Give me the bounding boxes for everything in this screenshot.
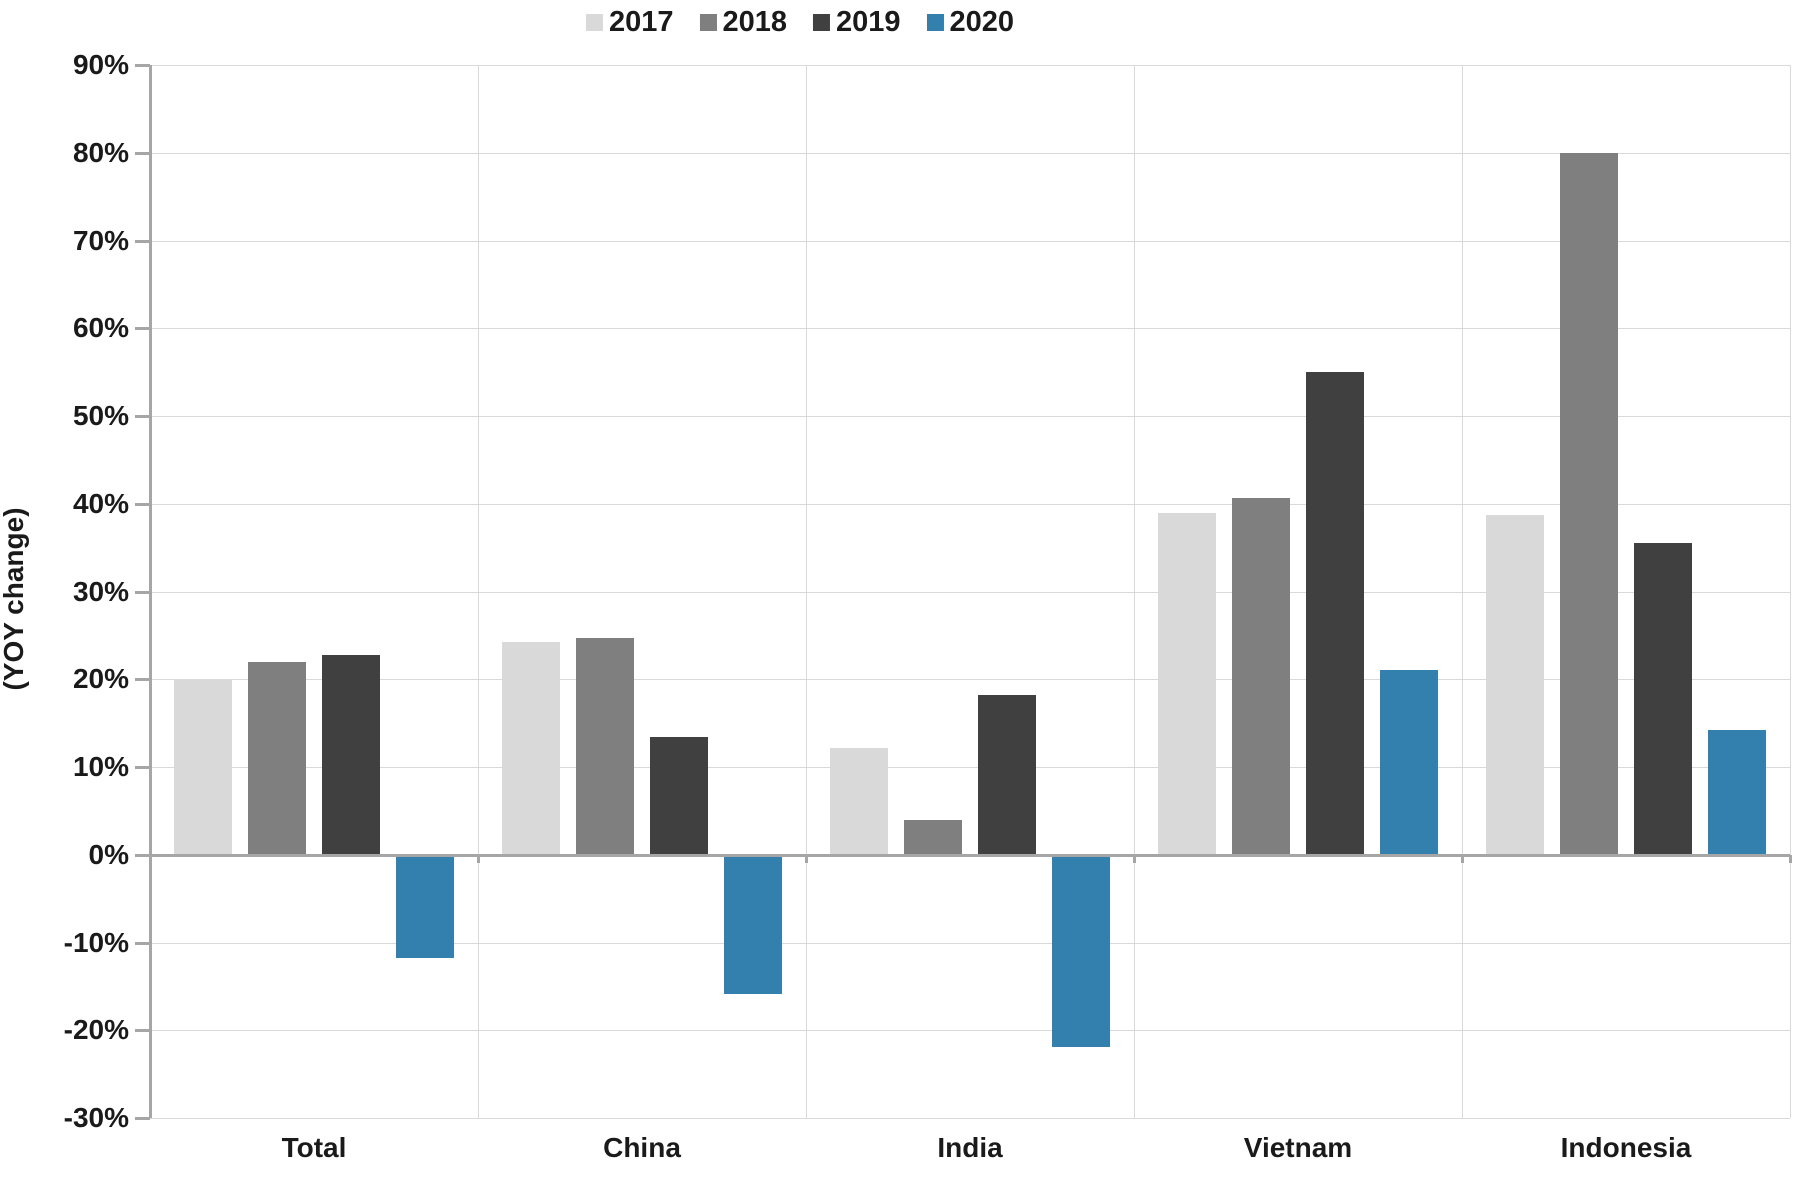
gridline-h — [150, 679, 1790, 681]
gridline-v — [1134, 65, 1135, 1118]
y-tick-label: 20% — [72, 663, 129, 695]
category-axis-tick — [1789, 854, 1792, 863]
bar-2020-total — [396, 855, 454, 959]
bar-2019-vietnam — [1306, 372, 1364, 855]
category-axis-tick — [805, 854, 808, 863]
y-tick-label: 80% — [72, 136, 129, 168]
y-tick-label: -10% — [63, 926, 129, 958]
legend-swatch-2020 — [926, 13, 944, 31]
chart-legend: 2017 2018 2019 2020 — [585, 5, 1015, 39]
category-axis-tick — [1461, 854, 1464, 863]
y-tick-label: -30% — [63, 1102, 129, 1133]
bar-2017-china — [502, 641, 560, 855]
y-tick-label: 10% — [72, 751, 129, 782]
y-axis-tick — [135, 502, 150, 506]
x-category-label: Vietnam — [1243, 1132, 1353, 1163]
gridline-h — [150, 1030, 1790, 1032]
gridline-h — [150, 591, 1790, 593]
bar-2018-china — [576, 638, 634, 855]
y-axis-line — [149, 65, 152, 1118]
y-axis-tick — [135, 239, 150, 243]
gridline-v — [478, 65, 479, 1118]
y-axis-tick — [135, 415, 150, 418]
bar-2019-china — [650, 737, 708, 855]
category-axis-tick — [477, 854, 480, 863]
y-tick-label: 60% — [72, 312, 129, 344]
legend-label: 2020 — [949, 6, 1015, 38]
bar-2019-total — [322, 654, 380, 855]
gridline-h — [150, 328, 1790, 330]
legend-item-2019: 2019 — [813, 5, 901, 39]
legend-swatch-2017 — [585, 13, 603, 31]
bar-2017-total — [174, 679, 232, 855]
bar-2018-india — [904, 819, 962, 855]
bar-2020-india — [1052, 855, 1110, 1048]
y-axis-tick — [135, 1029, 150, 1033]
gridline-h — [150, 942, 1790, 944]
y-axis-tick — [135, 678, 150, 682]
bar-2018-vietnam — [1232, 497, 1290, 855]
gridline-h — [150, 416, 1790, 417]
y-axis-tick — [135, 327, 150, 331]
x-category-label: India — [937, 1132, 1003, 1163]
bar-2020-indonesia — [1708, 730, 1766, 855]
x-category-label: Indonesia — [1560, 1132, 1692, 1163]
bar-2019-indonesia — [1634, 543, 1692, 855]
bar-2020-vietnam — [1380, 670, 1438, 855]
y-axis-tick — [135, 1117, 150, 1120]
legend-item-2017: 2017 — [585, 5, 674, 39]
gridline-h — [150, 65, 1790, 66]
bar-2020-china — [724, 855, 782, 995]
y-tick-label: -20% — [63, 1014, 129, 1046]
gridline-h — [150, 152, 1790, 154]
bar-2018-indonesia — [1560, 152, 1618, 855]
y-tick-label: 50% — [72, 400, 129, 431]
y-tick-label: 90% — [72, 49, 129, 80]
gridline-v — [806, 65, 807, 1118]
gridline-h — [150, 767, 1790, 768]
bar-2018-total — [248, 661, 306, 855]
legend-label: 2017 — [608, 6, 674, 38]
gridline-v — [1790, 65, 1791, 1118]
bar-2019-india — [978, 695, 1036, 855]
legend-item-2018: 2018 — [699, 5, 787, 39]
y-axis-tick — [135, 941, 150, 945]
gridline-v — [1462, 65, 1463, 1118]
y-axis-tick — [135, 590, 150, 594]
bar-2017-india — [830, 747, 888, 855]
bar-2017-vietnam — [1158, 512, 1216, 855]
y-axis-tick — [135, 64, 150, 67]
gridline-h — [150, 240, 1790, 242]
y-tick-label: 70% — [72, 224, 129, 256]
legend-swatch-2018 — [699, 13, 717, 31]
gridline-h — [150, 503, 1790, 505]
legend-label: 2019 — [836, 6, 901, 38]
gridline-h — [150, 1118, 1790, 1119]
y-axis-tick — [135, 151, 150, 155]
zero-axis-line — [150, 853, 1790, 857]
legend-item-2020: 2020 — [926, 5, 1015, 39]
y-tick-label: 0% — [88, 838, 129, 870]
y-tick-label: 40% — [72, 487, 129, 519]
bar-2017-indonesia — [1486, 515, 1544, 855]
category-axis-tick — [1133, 854, 1136, 863]
y-tick-label: 30% — [72, 575, 129, 607]
x-category-label: China — [603, 1132, 681, 1163]
legend-label: 2018 — [722, 6, 787, 38]
y-axis-tick — [135, 766, 150, 769]
x-category-label: Total — [281, 1132, 347, 1163]
legend-swatch-2019 — [813, 13, 830, 31]
y-axis-tick — [135, 853, 150, 857]
